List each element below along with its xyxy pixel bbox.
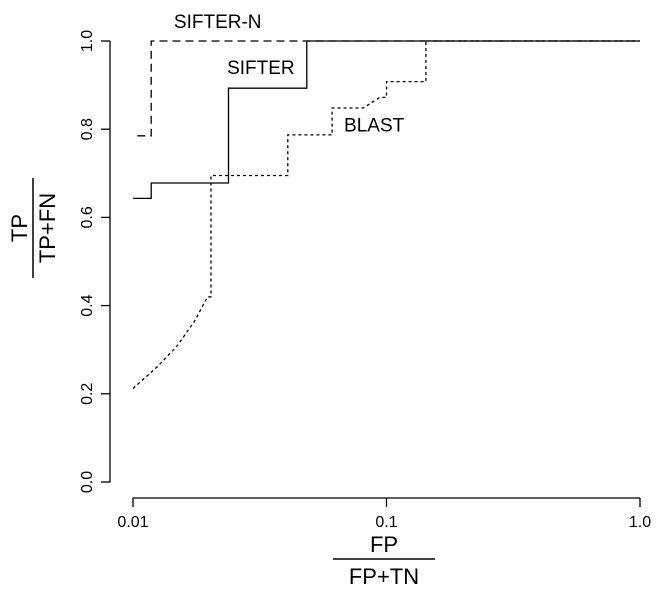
y-tick-label-1: 0.2 xyxy=(79,383,96,405)
x-label-denominator: FP+TN xyxy=(349,564,419,589)
series-label-sifter: SIFTER xyxy=(227,58,295,79)
axes: 0.01 0.1 1.0 0.0 0.2 0.4 0.6 0.8 1.0 xyxy=(79,30,651,531)
y-axis-label: TP TP+FN xyxy=(7,178,60,278)
series-layer: SIFTER-N SIFTER BLAST xyxy=(132,12,640,389)
series-line-blast xyxy=(132,40,640,389)
x-tick-label-2: 1.0 xyxy=(629,514,651,531)
y-label-denominator: TP+FN xyxy=(35,193,60,263)
x-label-numerator: FP xyxy=(370,532,398,557)
x-tick-label-1: 0.1 xyxy=(375,514,397,531)
series-label-sifter-n: SIFTER-N xyxy=(174,12,262,33)
y-tick-label-4: 0.8 xyxy=(79,118,96,140)
y-tick-label-5: 1.0 xyxy=(79,30,96,52)
y-label-numerator: TP xyxy=(7,214,32,242)
x-tick-label-0: 0.01 xyxy=(117,514,148,531)
series-label-blast: BLAST xyxy=(344,115,405,136)
series-line-sifter xyxy=(133,40,640,200)
y-tick-label-0: 0.0 xyxy=(79,471,96,493)
x-axis-label: FP FP+TN xyxy=(333,532,435,589)
y-tick-label-2: 0.4 xyxy=(79,294,96,316)
y-tick-label-3: 0.6 xyxy=(79,206,96,228)
